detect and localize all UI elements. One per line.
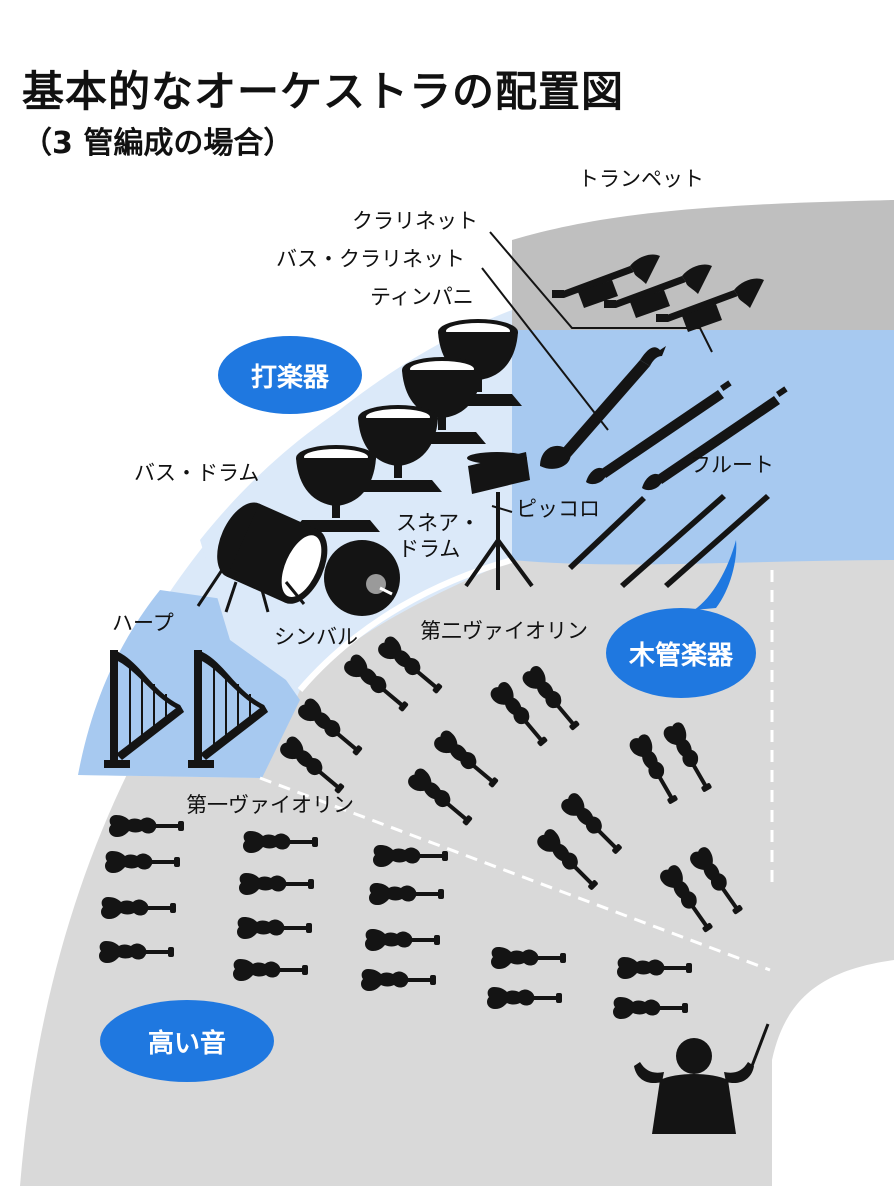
woodwind-bubble-tail: [694, 540, 737, 610]
woodwind-bubble: 木管楽器: [606, 608, 756, 698]
conductor-icon: [634, 1023, 770, 1134]
second-violin-label: 第二ヴァイオリン: [420, 619, 588, 643]
bass-clarinet-icon: [540, 346, 666, 469]
snare-drum-label-1: スネア・: [396, 511, 480, 535]
timpani-label: ティンパニ: [370, 285, 474, 309]
snare-drum-label-2: ドラム: [398, 537, 461, 561]
bass-drum-icon: [196, 502, 328, 613]
piccolo-label: ピッコロ: [516, 497, 600, 521]
bass-drum-label: バス・ドラム: [134, 461, 260, 485]
harp-label: ハープ: [112, 611, 174, 635]
piccolo-icon: [568, 496, 646, 570]
first-violin-label: 第一ヴァイオリン: [186, 793, 354, 817]
cymbals-label: シンバル: [274, 625, 358, 649]
clarinet-label: クラリネット: [352, 209, 478, 233]
cymbal-icon: [324, 540, 400, 616]
snare-drum-icon: [464, 452, 534, 590]
bass-clarinet-label: バス・クラリネット: [276, 247, 465, 271]
woodwind-divider: [297, 557, 513, 692]
percussion-bubble: 打楽器: [218, 336, 362, 414]
page-title: 基本的なオーケストラの配置図: [22, 67, 625, 116]
high-pitch-bubble: 高い音: [100, 1000, 274, 1082]
first-violin-divider: [259, 776, 771, 972]
page-subtitle: （3 管編成の場合）: [22, 126, 294, 161]
flute-label: フルート: [690, 453, 774, 477]
leader-lines: [481, 231, 713, 513]
trumpet-label: トランペット: [578, 167, 704, 191]
